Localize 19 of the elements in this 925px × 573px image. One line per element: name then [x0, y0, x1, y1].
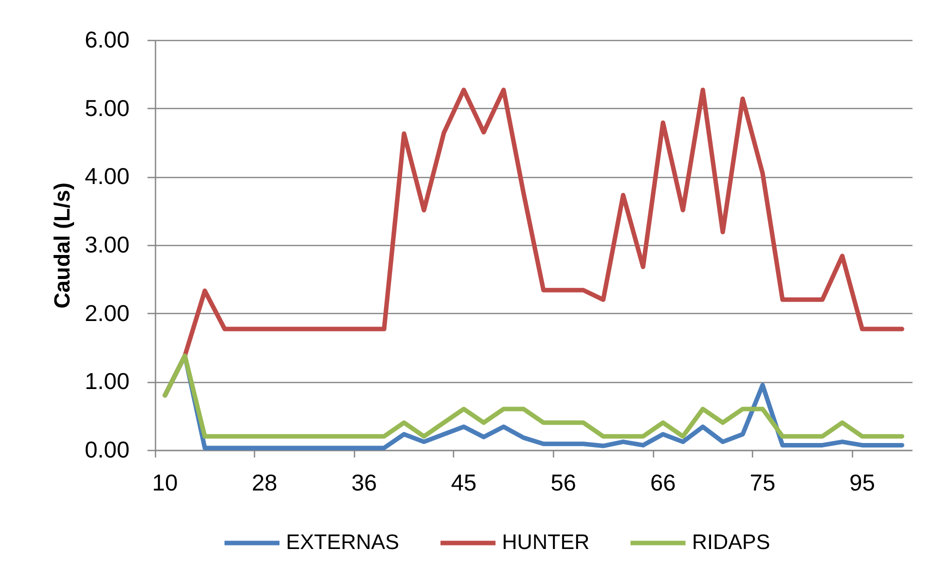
- y-axis-title: Caudal (L/s): [50, 182, 75, 308]
- legend-label: RIDAPS: [692, 531, 770, 554]
- x-tick-label: 28: [252, 470, 278, 496]
- y-tick-label: 1.00: [84, 368, 130, 394]
- x-tick-label: 66: [650, 470, 676, 496]
- x-tick-label: 45: [450, 470, 477, 496]
- x-tick-label: 95: [849, 470, 875, 496]
- x-tick-label: 10: [152, 470, 178, 496]
- y-tick-label: 6.00: [84, 26, 130, 52]
- y-tick-label: 3.00: [84, 232, 130, 258]
- y-tick-label: 2.00: [84, 300, 130, 326]
- legend-label: EXTERNAS: [286, 531, 400, 554]
- x-tick-label: 36: [351, 470, 377, 496]
- x-tick-label: 75: [750, 470, 776, 496]
- y-tick-label: 5.00: [84, 94, 130, 121]
- legend-label: HUNTER: [502, 531, 590, 554]
- y-tick-label: 4.00: [84, 163, 130, 190]
- y-tick-label: 0.00: [84, 436, 130, 462]
- x-tick-label: 56: [550, 470, 576, 496]
